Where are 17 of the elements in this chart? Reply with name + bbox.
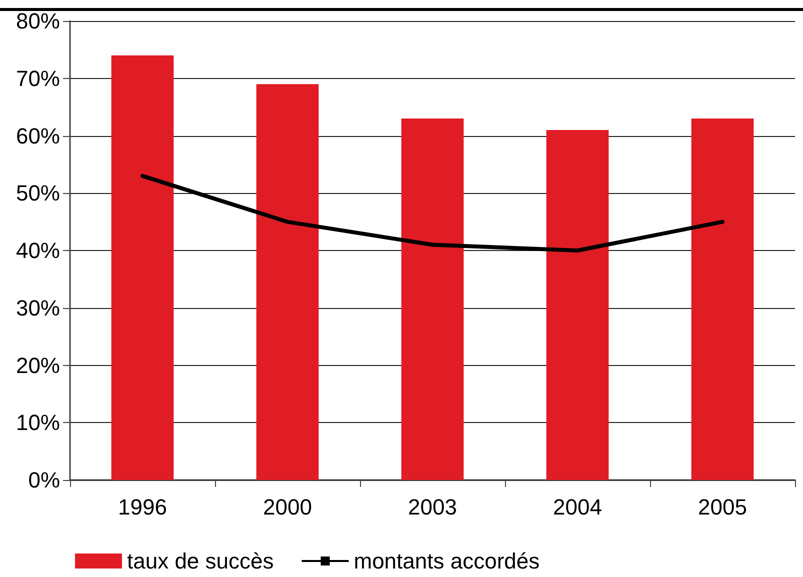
x-tick-label: 2003 [408,494,457,520]
y-tick-label: 80% [16,8,60,34]
y-tick-label: 0% [28,468,60,492]
y-tick-label: 10% [16,410,60,436]
x-tick-label: 1996 [118,494,167,520]
y-tick-label: 70% [16,66,60,91]
x-tick-label: 2005 [698,494,747,520]
line-series [140,174,724,252]
y-tick-label: 60% [16,123,60,148]
legend-label: taux de succès [127,548,274,574]
x-tick-label: 2004 [553,494,602,520]
y-tick-label: 30% [16,295,60,320]
x-tick-label: 2000 [263,494,312,520]
y-tick-label: 40% [16,238,60,263]
legend-label: montants accordés [354,548,540,574]
y-tick-label: 20% [16,352,60,378]
y-tick-label: 50% [16,180,60,206]
